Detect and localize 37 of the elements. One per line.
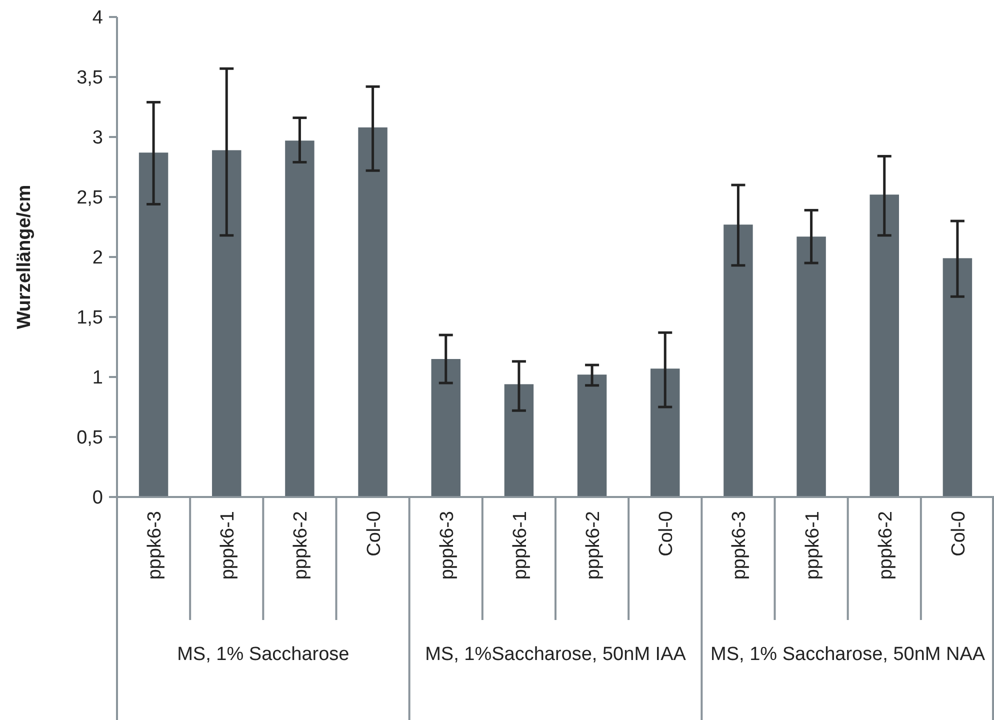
y-tick-label: 1 [92,368,103,389]
y-tick-label: 3,5 [76,68,103,89]
bar [138,152,168,497]
text: MS, 1% Saccharose [177,644,350,665]
bar [577,374,607,497]
bar [870,194,899,497]
y-tick-label: 2,5 [76,188,103,209]
y-tick-label: 0 [92,488,103,509]
bar [650,368,680,497]
bar [796,236,826,497]
x-tick-label: pppk6-3 [144,511,166,580]
x-tick-label: pppk6-3 [729,511,750,580]
bar [504,384,534,497]
text: MS, 1% Saccharose, 50nM NAA [710,644,986,665]
text: MS, 1%Saccharose, 50nM IAA [425,644,686,665]
bar [431,359,460,497]
x-tick-label: pppk6-2 [875,511,896,580]
y-tick-label: 2 [92,248,103,269]
bar [942,258,972,497]
x-tick-label: Col-0 [948,511,970,556]
x-tick-label: pppk6-1 [510,511,531,580]
y-tick-label: 3 [92,128,103,149]
y-tick-label: 1,5 [76,308,103,329]
x-tick-label: pppk6-2 [290,511,312,580]
x-tick-label: Col-0 [656,511,678,556]
bar [285,140,314,497]
x-tick-label: pppk6-1 [218,511,239,580]
x-tick-label: pppk6-2 [583,511,604,580]
bar [358,127,388,497]
bar [724,224,753,497]
y-tick-label: 4 [92,8,104,29]
x-tick-label: pppk6-1 [802,511,824,580]
x-tick-label: pppk6-3 [436,511,458,580]
y-tick-label: 0,5 [76,428,103,449]
y-axis-title: Wurzellänge/cm [14,184,35,330]
bar [212,150,242,497]
x-tick-label: Col-0 [364,511,385,556]
